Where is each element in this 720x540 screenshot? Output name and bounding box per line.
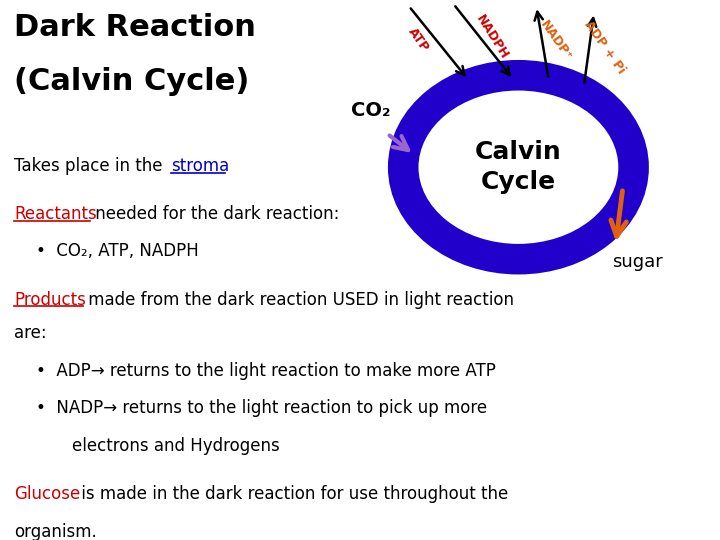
Text: •  ADP→ returns to the light reaction to make more ATP: • ADP→ returns to the light reaction to … [36,362,496,380]
Text: ATP: ATP [405,25,431,54]
Text: organism.: organism. [14,523,97,540]
Text: Calvin
Cycle: Calvin Cycle [475,140,562,194]
Text: •  CO₂, ATP, NADPH: • CO₂, ATP, NADPH [36,242,199,260]
Text: is made in the dark reaction for use throughout the: is made in the dark reaction for use thr… [76,485,508,503]
Ellipse shape [403,75,634,259]
Text: NADP⁺: NADP⁺ [537,18,574,63]
Text: Products: Products [14,291,86,308]
Text: CO₂: CO₂ [351,102,390,120]
Text: stroma: stroma [171,157,230,175]
Text: made from the dark reaction USED in light reaction: made from the dark reaction USED in ligh… [83,291,514,308]
Text: Reactants: Reactants [14,205,97,223]
Text: Glucose: Glucose [14,485,81,503]
Text: needed for the dark reaction:: needed for the dark reaction: [90,205,339,223]
Text: Takes place in the: Takes place in the [14,157,168,175]
Text: ADP + Pi: ADP + Pi [582,18,628,76]
Text: electrons and Hydrogens: electrons and Hydrogens [72,437,280,455]
Text: Dark Reaction: Dark Reaction [14,12,256,42]
Text: NADPH: NADPH [474,13,510,62]
Text: (Calvin Cycle): (Calvin Cycle) [14,67,250,96]
Text: •  NADP→ returns to the light reaction to pick up more: • NADP→ returns to the light reaction to… [36,399,487,417]
Text: sugar: sugar [612,253,662,271]
Text: are:: are: [14,324,47,342]
